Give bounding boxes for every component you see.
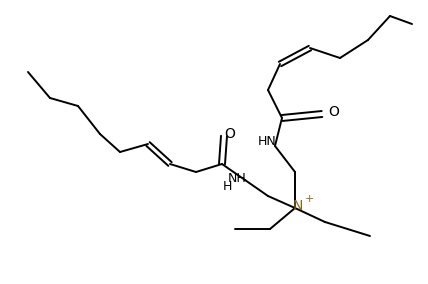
Text: HN: HN — [258, 135, 276, 147]
Text: O: O — [329, 105, 339, 119]
Text: NH: NH — [228, 172, 247, 185]
Text: O: O — [225, 127, 235, 141]
Text: H: H — [222, 179, 232, 193]
Text: +: + — [304, 194, 314, 204]
Text: N: N — [293, 199, 303, 213]
